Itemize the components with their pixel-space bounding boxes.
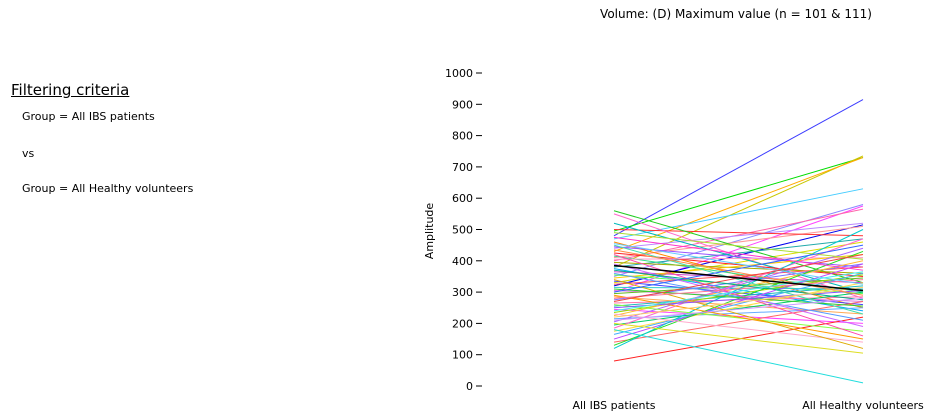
- mean-line: [613, 264, 864, 292]
- y-tick-label: 0: [466, 380, 473, 393]
- series-line-51: [613, 329, 864, 384]
- filtering-criteria-heading: Filtering criteria: [11, 81, 130, 99]
- y-tick-label: 900: [452, 98, 473, 111]
- y-tick-label: 800: [452, 130, 473, 143]
- series-line-55: [613, 294, 864, 340]
- series-line-69: [613, 244, 864, 293]
- series-line-2: [613, 157, 864, 232]
- filter-group-b: Group = All Healthy volunteers: [22, 182, 194, 195]
- series-line-33: [613, 296, 864, 315]
- y-tick-label: 500: [452, 224, 473, 237]
- series-line-15: [613, 210, 864, 284]
- series-line-3: [613, 155, 864, 268]
- y-tick-label: 400: [452, 255, 473, 268]
- series-line-1: [613, 99, 864, 237]
- series-line-64: [613, 269, 864, 301]
- series-line-45: [613, 272, 864, 335]
- series-line-71: [613, 271, 864, 312]
- series-line-63: [613, 290, 864, 309]
- series-line-61: [613, 288, 864, 307]
- series-line-54: [613, 304, 864, 332]
- series-line-42: [613, 291, 864, 326]
- x-axis: All IBS patients All Healthy volunteers: [572, 399, 924, 412]
- series-line-73: [613, 297, 864, 321]
- series-line-56: [613, 272, 864, 321]
- y-tick-label: 300: [452, 286, 473, 299]
- series-line-9: [613, 222, 864, 249]
- series-line-47: [613, 300, 864, 343]
- series-line-4: [613, 157, 864, 252]
- series-line-28: [613, 280, 864, 306]
- series-line-16: [613, 213, 864, 299]
- series-line-11: [613, 225, 864, 259]
- y-axis: 0 100 200 300 400 500 600 700 800 900 1000: [445, 67, 482, 393]
- series-line-22: [613, 257, 864, 260]
- x-category-label-2: All Healthy volunteers: [802, 399, 924, 412]
- series-line-46: [613, 263, 864, 340]
- filter-vs: vs: [22, 147, 35, 160]
- y-tick-label: 1000: [445, 67, 473, 80]
- series-line-66: [613, 243, 864, 285]
- series-line-59: [613, 244, 864, 315]
- y-tick-label: 100: [452, 349, 473, 362]
- x-category-label-1: All IBS patients: [572, 399, 655, 412]
- filter-group-a: Group = All IBS patients: [22, 110, 155, 123]
- series-line-58: [613, 254, 864, 337]
- series-line-52: [613, 322, 864, 354]
- series-line-23: [613, 261, 864, 274]
- series-line-68: [613, 232, 864, 260]
- series-lines: [613, 99, 864, 384]
- series-line-44: [613, 282, 864, 332]
- series-line-67: [613, 236, 864, 271]
- y-tick-label: 600: [452, 192, 473, 205]
- y-axis-label: Amplitude: [423, 203, 436, 260]
- series-line-39: [613, 260, 864, 317]
- series-line-48: [613, 250, 864, 346]
- series-line-12: [613, 229, 864, 237]
- series-line-24: [613, 268, 864, 312]
- series-line-72: [613, 286, 864, 318]
- series-line-37: [613, 308, 864, 324]
- series-line-53: [613, 313, 864, 343]
- series-line-62: [613, 279, 864, 299]
- y-tick-label: 200: [452, 317, 473, 330]
- series-line-43: [613, 238, 864, 329]
- series-line-60: [613, 279, 864, 349]
- series-line-18: [613, 241, 864, 309]
- series-line-50: [613, 316, 864, 362]
- series-line-65: [613, 249, 864, 296]
- chart-title: Volume: (D) Maximum value (n = 101 & 111…: [600, 7, 872, 21]
- y-tick-label: 700: [452, 161, 473, 174]
